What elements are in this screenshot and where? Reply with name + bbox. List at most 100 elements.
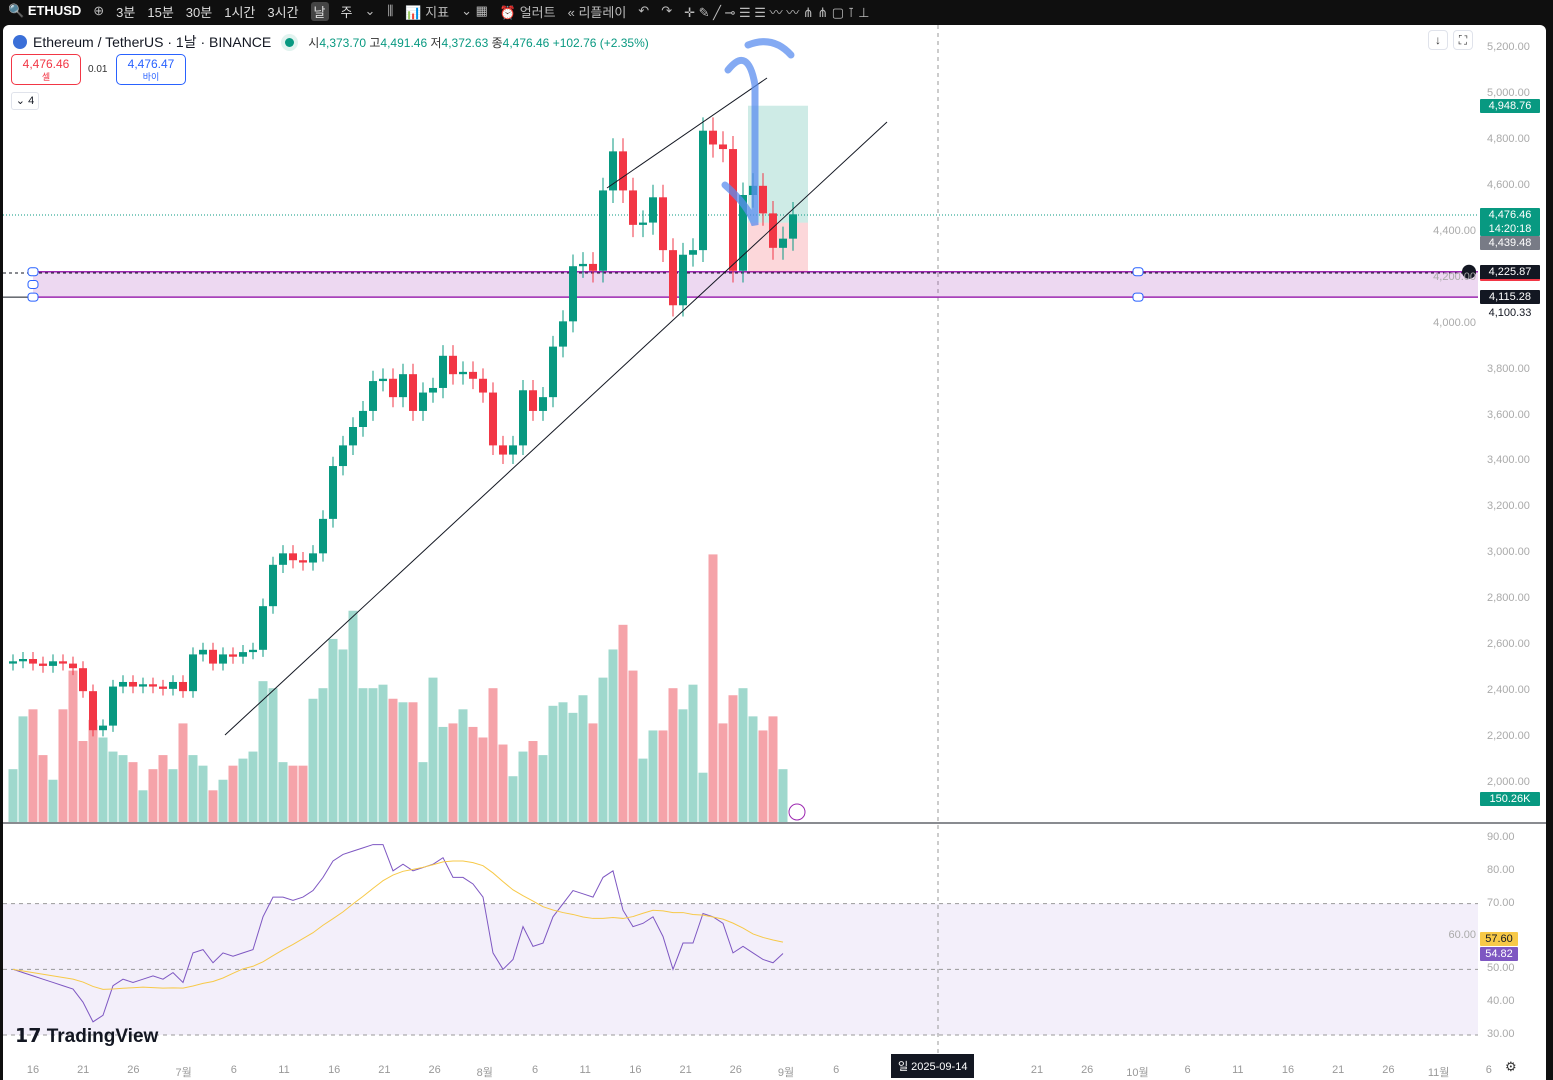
rsi-axis-label: 40.00 <box>1487 995 1515 1008</box>
price-axis-label: 3,200.00 <box>1487 500 1530 513</box>
candle-body <box>359 410 367 428</box>
candle-body <box>549 346 557 398</box>
time-axis-label: 11 <box>579 1064 591 1076</box>
volume-bar <box>428 677 438 822</box>
interval-15m[interactable]: 15분 <box>147 4 174 20</box>
price-axis-label: 4,000.00 <box>1433 316 1476 329</box>
candle-body <box>739 195 747 271</box>
sell-price: 4,476.46 <box>22 57 70 71</box>
low-value: 4,372.63 <box>441 35 489 50</box>
candle-body <box>629 190 637 225</box>
rsi-axis-label: 50.00 <box>1487 962 1515 975</box>
undo-icon[interactable]: ↶ <box>638 3 650 18</box>
candle-body <box>539 397 547 411</box>
buy-button[interactable]: 4,476.47 바이 <box>116 54 186 85</box>
rsi-ma-line <box>12 860 784 990</box>
add-alert-icon <box>1462 264 1476 279</box>
entry-price-tag: 4,439.48 <box>1480 236 1540 250</box>
scroll-down-icon[interactable]: ↓ <box>1428 30 1448 50</box>
trendline-resistance <box>606 77 768 189</box>
time-axis-label: 16 <box>629 1064 642 1076</box>
candle-body <box>529 390 537 411</box>
volume-bar <box>598 677 608 822</box>
price-axis-label: 2,400.00 <box>1487 684 1530 697</box>
candle-type-icon[interactable]: ⫼ <box>387 3 394 18</box>
layout-icon[interactable]: ⌄ ▦ <box>461 3 488 18</box>
volume-bar <box>118 755 128 822</box>
candle-body <box>679 254 687 306</box>
redo-icon[interactable]: ↷ <box>661 3 673 18</box>
low-label: 저 <box>430 35 442 50</box>
interval-3m[interactable]: 3분 <box>116 4 136 20</box>
volume-bar <box>308 698 318 822</box>
price-axis-label: 4,800.00 <box>1487 132 1530 145</box>
volume-bar <box>368 688 378 822</box>
chart-panel[interactable]: Ethereum / TetherUS · 1날 · BINANCE 시4,37… <box>3 25 1546 1080</box>
candle-body <box>519 390 527 446</box>
symbol-search[interactable]: 🔍 ETHUSD <box>8 3 82 18</box>
candle-body <box>789 214 797 239</box>
interval-day[interactable]: 날 <box>310 1 329 21</box>
price-axis-label: 2,200.00 <box>1487 730 1530 743</box>
candle-body <box>579 263 587 267</box>
time-axis-label: 21 <box>77 1064 90 1076</box>
volume-bar <box>768 716 778 822</box>
line-price-tag: 4,100.33 <box>1488 307 1532 319</box>
candle-body <box>289 553 297 561</box>
candle-body <box>439 355 447 388</box>
settings-icon[interactable]: ⚙ <box>1505 1059 1517 1074</box>
close-label: 종 <box>491 35 503 50</box>
position-loss-zone <box>748 222 808 272</box>
indicators-label: 지표 <box>425 4 450 20</box>
interval-1h[interactable]: 1시간 <box>224 4 256 20</box>
interval-week[interactable]: 주 <box>340 4 353 20</box>
volume-bar <box>728 695 738 822</box>
volume-bar <box>528 741 538 822</box>
volume-bar <box>378 684 388 822</box>
candle-body <box>769 213 777 248</box>
candle-body <box>419 392 427 411</box>
candle-body <box>449 355 457 375</box>
candle-body <box>379 378 387 382</box>
fullscreen-icon[interactable]: ⛶ <box>1453 30 1473 50</box>
interval-30m[interactable]: 30분 <box>185 4 213 20</box>
sell-button[interactable]: 4,476.46 셀 <box>11 54 81 85</box>
volume-bar <box>48 779 58 822</box>
chevron-down-icon[interactable]: ⌄ <box>364 3 376 18</box>
rsi-axis-label: 80.00 <box>1487 863 1515 876</box>
add-symbol-icon[interactable]: ⊕ <box>93 3 105 18</box>
spread-value: 0.01 <box>88 64 108 75</box>
alert-button[interactable]: ⏰ 얼러트 <box>499 4 556 20</box>
rsi-ma-tag: 57.60 <box>1480 932 1518 946</box>
time-axis-label: 11 <box>278 1064 290 1076</box>
high-label: 고 <box>369 35 381 50</box>
volume-bar <box>258 681 268 822</box>
candle-body <box>19 659 27 662</box>
volume-bar <box>128 762 138 822</box>
price-axis-label: 4,600.00 <box>1487 178 1530 191</box>
sell-label: 셀 <box>41 72 51 82</box>
candle-body <box>499 445 507 455</box>
buy-label: 바이 <box>142 72 160 82</box>
chart-canvas[interactable] <box>3 25 1546 1080</box>
candle-body <box>509 445 517 455</box>
tradingview-logo[interactable]: 𝟭𝟳 TradingView <box>15 1026 159 1047</box>
collapse-indicators-button[interactable]: ⌄ 4 <box>11 92 39 110</box>
candle-body <box>279 553 287 565</box>
candle-body <box>59 661 67 664</box>
time-axis[interactable]: 16 21 26 7월 6 11 16 21 26 8월 6 11 16 21 26 9월 6 21 26 10월 6 1… <box>3 1055 1546 1080</box>
replay-button[interactable]: « 리플레이 <box>567 4 627 20</box>
zone-handle <box>27 267 39 277</box>
candle-body <box>689 250 697 255</box>
interval-3h[interactable]: 3시간 <box>267 4 299 20</box>
volume-bar <box>108 751 118 822</box>
candle-body <box>119 681 127 687</box>
price-axis-label: 3,600.00 <box>1487 408 1530 421</box>
candle-body <box>589 263 597 271</box>
drawing-tools-icon[interactable]: ✛ ✎ ╱ ⊸ ☰ ☰ 〰 〰 ⋔ ⋔ ▢ ⊺ ⊥ <box>684 4 870 20</box>
volume-bar <box>518 751 528 822</box>
rsi-axis-label: 30.00 <box>1487 1027 1515 1040</box>
crosshair-date-label: 일 2025-09-14 <box>891 1054 975 1078</box>
volume-bar <box>218 779 228 822</box>
indicators-icon[interactable]: 📊 지표 <box>405 4 450 20</box>
